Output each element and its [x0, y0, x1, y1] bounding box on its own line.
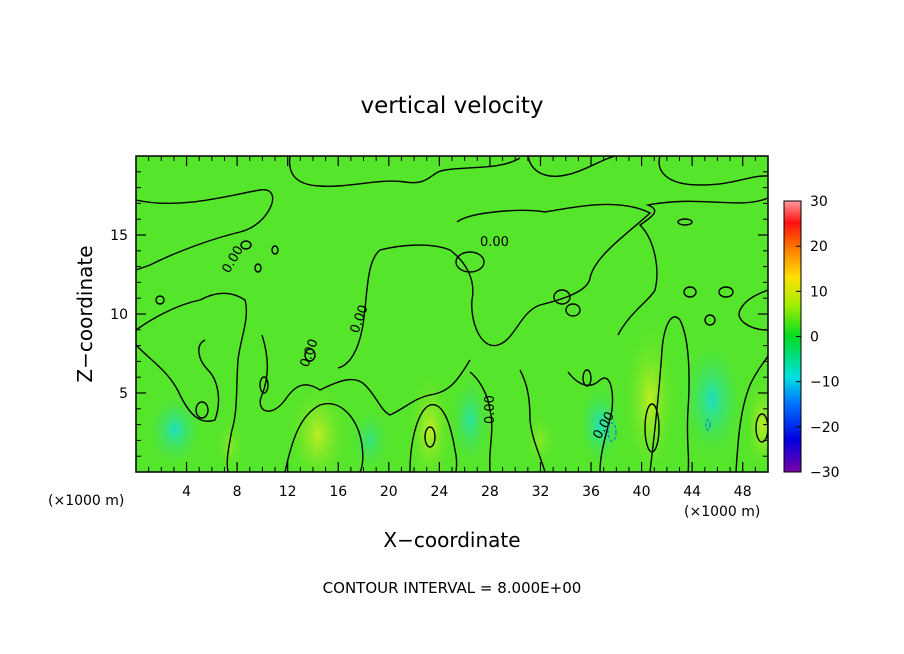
- x-axis: 4 8 12 16 20 24 28 32 36 40 44 48: [148, 156, 756, 500]
- x-tick-label: 8: [233, 484, 242, 500]
- updraft-region: [622, 315, 678, 472]
- negative-contours: [607, 419, 711, 442]
- y-tick-label: 5: [119, 386, 128, 402]
- updraft-region: [744, 375, 768, 472]
- downdraft-region: [678, 335, 746, 465]
- x-tick-label: 36: [582, 484, 600, 500]
- contour-label: 0.00: [480, 235, 509, 250]
- x-tick-label: 16: [329, 484, 347, 500]
- colorbar-tick-label: 10: [810, 284, 828, 300]
- x-tick-label: 4: [182, 484, 191, 500]
- x-tick-label: 12: [279, 484, 297, 500]
- updraft-region: [214, 417, 246, 472]
- x-tick-label: 20: [380, 484, 398, 500]
- updraft-region: [524, 410, 556, 470]
- contour-labels: 0.00 0.00 0.00 0.00 0.00 0.00: [219, 235, 617, 442]
- x-tick-label: 24: [430, 484, 448, 500]
- colorbar-tick-label: −10: [810, 375, 840, 391]
- x-tick-label: 48: [734, 484, 752, 500]
- colorbar-ticks: 30 20 10 0 −10 −20 −30: [796, 194, 840, 481]
- colorbar-tick-label: 20: [810, 239, 828, 255]
- x-tick-label: 44: [683, 484, 701, 500]
- contour-lines: [136, 156, 768, 472]
- y-tick-label: 15: [110, 228, 128, 244]
- updraft-region: [406, 370, 454, 472]
- plot-area: 0.00 0.00 0.00 0.00 0.00 0.00: [136, 156, 768, 472]
- colorbar-tick-label: 0: [810, 330, 819, 346]
- contour-label: 0.00: [483, 395, 498, 424]
- colorbar-tick-label: 30: [810, 194, 828, 210]
- chart-title: vertical velocity: [361, 93, 544, 119]
- updraft-region: [286, 380, 350, 472]
- x-tick-label: 28: [481, 484, 499, 500]
- x-axis-label: X−coordinate: [383, 528, 520, 552]
- y-tick-label: 10: [110, 307, 128, 323]
- x-tick-label: 32: [532, 484, 550, 500]
- colorbar-tick-label: −20: [810, 420, 840, 436]
- y-axis: 5 10 15: [110, 171, 768, 457]
- x-tick-label: 40: [633, 484, 651, 500]
- x-unit-left: (×1000 m): [48, 493, 124, 509]
- x-unit-right: (×1000 m): [684, 504, 760, 520]
- colorbar-tick-label: −30: [810, 465, 840, 481]
- contour-interval-note: CONTOUR INTERVAL = 8.000E+00: [323, 579, 582, 597]
- downdraft-region: [348, 405, 392, 472]
- downdraft-region: [448, 370, 492, 470]
- y-axis-label: Z−coordinate: [73, 245, 97, 382]
- downdraft-region: [145, 390, 205, 470]
